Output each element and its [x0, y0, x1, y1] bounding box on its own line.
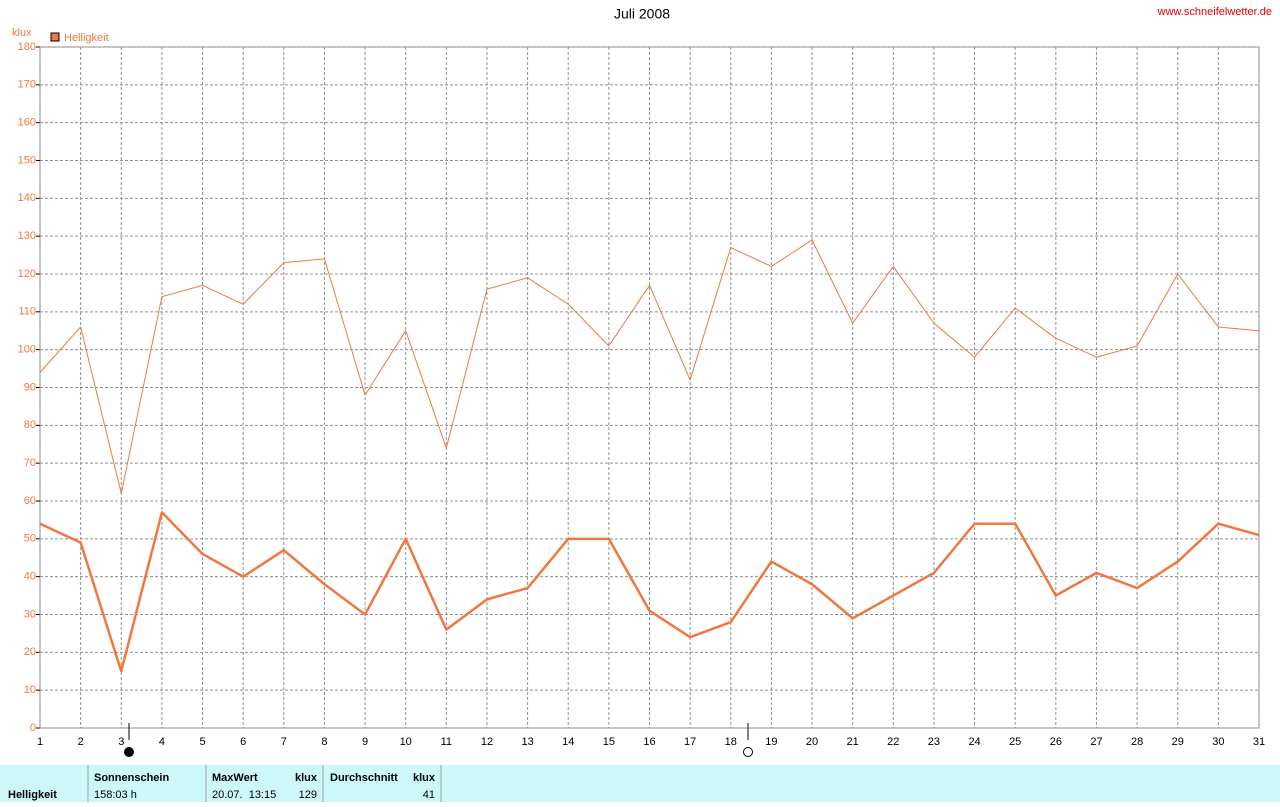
plot: 0102030405060708090100110120130140150160… [18, 41, 1265, 748]
x-tick-label: 12 [481, 736, 493, 748]
y-tick-label: 90 [24, 381, 36, 393]
y-tick-label: 150 [18, 154, 36, 166]
table-cell: 129 [299, 789, 317, 801]
x-tick-label: 22 [887, 736, 899, 748]
y-tick-label: 130 [18, 230, 36, 242]
source: www.schneifelwetter.de [1157, 6, 1272, 18]
y-tick-label: 120 [18, 268, 36, 280]
x-tick-label: 14 [562, 736, 574, 748]
x-tick-label: 29 [1172, 736, 1184, 748]
x-tick-label: 19 [765, 736, 777, 748]
chart-title: Juli 2008 [614, 6, 670, 22]
legend-label: Helligkeit [64, 32, 109, 44]
y-tick-label: 170 [18, 79, 36, 91]
table-header: klux [413, 772, 436, 784]
x-tick-label: 26 [1050, 736, 1062, 748]
data-line [39, 239, 1260, 494]
x-tick-label: 2 [78, 736, 84, 748]
x-tick-label: 23 [928, 736, 940, 748]
y-tick-label: 100 [18, 344, 36, 356]
y-tick-label: 160 [18, 117, 36, 129]
table-background [0, 765, 1280, 802]
y-tick-label: 30 [24, 608, 36, 620]
y-axis-label: klux [12, 27, 32, 39]
x-tick-label: 6 [240, 736, 246, 748]
y-tick-label: 0 [30, 722, 36, 734]
x-tick-label: 9 [362, 736, 368, 748]
table-header: Sonnenschein [94, 772, 169, 784]
x-tick-label: 17 [684, 736, 696, 748]
x-tick-label: 1 [37, 736, 43, 748]
y-tick-label: 70 [24, 457, 36, 469]
x-tick-label: 25 [1009, 736, 1021, 748]
x-tick-label: 4 [159, 736, 165, 748]
x-tick-label: 5 [199, 736, 205, 748]
y-tick-label: 10 [24, 684, 36, 696]
y-tick-label: 40 [24, 571, 36, 583]
table-header: Durchschnitt [330, 772, 398, 784]
x-tick-label: 10 [400, 736, 412, 748]
x-tick-label: 13 [521, 736, 533, 748]
x-tick-label: 8 [321, 736, 327, 748]
y-tick-label: 20 [24, 646, 36, 658]
x-tick-label: 16 [643, 736, 655, 748]
x-tick-label: 21 [847, 736, 859, 748]
y-tick-label: 50 [24, 533, 36, 545]
x-tick-label: 3 [118, 736, 124, 748]
data-line [39, 511, 1260, 673]
y-tick-label: 180 [18, 41, 36, 53]
table-header: MaxWert [212, 772, 258, 784]
x-tick-label: 31 [1253, 736, 1265, 748]
table-dividers [87, 765, 442, 802]
x-tick-label: 7 [281, 736, 287, 748]
x-tick-label: 20 [806, 736, 818, 748]
full-moon-icon [743, 747, 753, 757]
y-tick-label: 110 [18, 306, 36, 318]
new-moon-icon [124, 747, 134, 757]
y-tick-label: 80 [24, 419, 36, 431]
x-tick-label: 24 [968, 736, 980, 748]
x-tick-label: 27 [1090, 736, 1102, 748]
table-header: klux [295, 772, 318, 784]
table-cell: 158:03 h [94, 789, 137, 801]
x-tick-label: 11 [441, 736, 452, 748]
x-tick-label: 15 [603, 736, 615, 748]
table-cell: 41 [423, 789, 435, 801]
legend-swatch [50, 32, 60, 42]
x-tick-label: 18 [725, 736, 737, 748]
x-tick-label: 30 [1212, 736, 1224, 748]
x-tick-label: 28 [1131, 736, 1143, 748]
y-tick-label: 60 [24, 495, 36, 507]
table-cell: 20.07. 13:15 [212, 789, 276, 801]
y-tick-label: 140 [18, 192, 36, 204]
table-row-label: Helligkeit [8, 789, 57, 801]
